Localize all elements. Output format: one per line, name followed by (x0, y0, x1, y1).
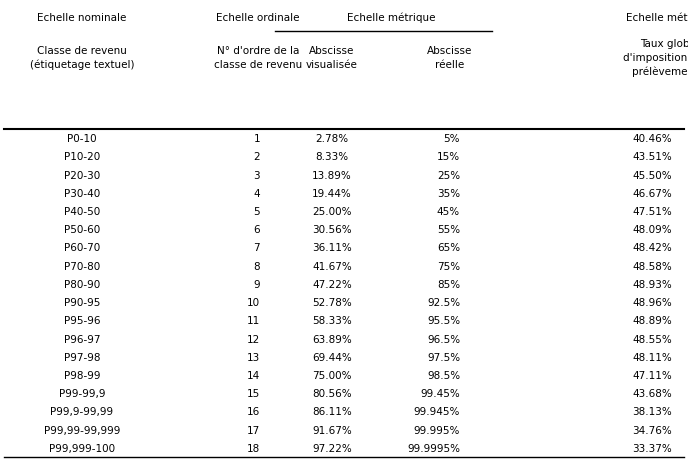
Text: 9: 9 (253, 279, 260, 289)
Text: 19.44%: 19.44% (312, 188, 352, 198)
Text: 65%: 65% (437, 243, 460, 253)
Text: 48.09%: 48.09% (632, 225, 672, 235)
Text: 48.58%: 48.58% (632, 261, 672, 271)
Text: 35%: 35% (437, 188, 460, 198)
Text: 38.13%: 38.13% (632, 407, 672, 417)
Text: 47.51%: 47.51% (632, 206, 672, 217)
Text: 99.945%: 99.945% (413, 407, 460, 417)
Text: 80.56%: 80.56% (312, 388, 352, 398)
Text: 86.11%: 86.11% (312, 407, 352, 417)
Text: 48.11%: 48.11% (632, 352, 672, 362)
Text: 10: 10 (247, 297, 260, 307)
Text: 96.5%: 96.5% (427, 334, 460, 344)
Text: 25%: 25% (437, 170, 460, 180)
Text: 75.00%: 75.00% (312, 370, 352, 380)
Text: 25.00%: 25.00% (312, 206, 352, 217)
Text: 97.5%: 97.5% (427, 352, 460, 362)
Text: 47.11%: 47.11% (632, 370, 672, 380)
Text: 11: 11 (247, 316, 260, 325)
Text: 52.78%: 52.78% (312, 297, 352, 307)
Text: 15: 15 (247, 388, 260, 398)
Text: 45.50%: 45.50% (632, 170, 672, 180)
Text: 43.51%: 43.51% (632, 152, 672, 162)
Text: P30-40: P30-40 (64, 188, 100, 198)
Text: 47.22%: 47.22% (312, 279, 352, 289)
Text: P96-97: P96-97 (64, 334, 100, 344)
Text: P10-20: P10-20 (64, 152, 100, 162)
Text: 7: 7 (253, 243, 260, 253)
Text: 5%: 5% (444, 134, 460, 144)
Text: 16: 16 (247, 407, 260, 417)
Text: 34.76%: 34.76% (632, 425, 672, 435)
Text: 41.67%: 41.67% (312, 261, 352, 271)
Text: 58.33%: 58.33% (312, 316, 352, 325)
Text: 36.11%: 36.11% (312, 243, 352, 253)
Text: 75%: 75% (437, 261, 460, 271)
Text: Echelle nominale: Echelle nominale (37, 13, 127, 23)
Text: 13.89%: 13.89% (312, 170, 352, 180)
Text: 3: 3 (253, 170, 260, 180)
Text: P40-50: P40-50 (64, 206, 100, 217)
Text: P0-10: P0-10 (67, 134, 97, 144)
Text: P97-98: P97-98 (64, 352, 100, 362)
Text: 48.96%: 48.96% (632, 297, 672, 307)
Text: 95.5%: 95.5% (427, 316, 460, 325)
Text: 33.37%: 33.37% (632, 443, 672, 453)
Text: P99,9-99,99: P99,9-99,99 (50, 407, 114, 417)
Text: P70-80: P70-80 (64, 261, 100, 271)
Text: Abscisse
visualisée: Abscisse visualisée (306, 46, 358, 69)
Text: 1: 1 (253, 134, 260, 144)
Text: Echelle métrique: Echelle métrique (347, 13, 436, 23)
Text: 12: 12 (247, 334, 260, 344)
Text: 69.44%: 69.44% (312, 352, 352, 362)
Text: 8.33%: 8.33% (315, 152, 349, 162)
Text: 48.93%: 48.93% (632, 279, 672, 289)
Text: 48.55%: 48.55% (632, 334, 672, 344)
Text: P50-60: P50-60 (64, 225, 100, 235)
Text: 98.5%: 98.5% (427, 370, 460, 380)
Text: 18: 18 (247, 443, 260, 453)
Text: 92.5%: 92.5% (427, 297, 460, 307)
Text: 8: 8 (253, 261, 260, 271)
Text: 46.67%: 46.67% (632, 188, 672, 198)
Text: P99-99,9: P99-99,9 (58, 388, 105, 398)
Text: P20-30: P20-30 (64, 170, 100, 180)
Text: 5: 5 (253, 206, 260, 217)
Text: 99.9995%: 99.9995% (407, 443, 460, 453)
Text: 2: 2 (253, 152, 260, 162)
Text: 43.68%: 43.68% (632, 388, 672, 398)
Text: 45%: 45% (437, 206, 460, 217)
Text: 40.46%: 40.46% (632, 134, 672, 144)
Text: 4: 4 (253, 188, 260, 198)
Text: 99.45%: 99.45% (420, 388, 460, 398)
Text: 85%: 85% (437, 279, 460, 289)
Text: P95-96: P95-96 (64, 316, 100, 325)
Text: 99.995%: 99.995% (413, 425, 460, 435)
Text: 63.89%: 63.89% (312, 334, 352, 344)
Text: Echelle métrique: Echelle métrique (626, 13, 688, 23)
Text: P99,99-99,999: P99,99-99,999 (44, 425, 120, 435)
Text: P60-70: P60-70 (64, 243, 100, 253)
Text: 48.42%: 48.42% (632, 243, 672, 253)
Text: 30.56%: 30.56% (312, 225, 352, 235)
Text: 2.78%: 2.78% (315, 134, 349, 144)
Text: 48.89%: 48.89% (632, 316, 672, 325)
Text: 6: 6 (253, 225, 260, 235)
Text: 17: 17 (247, 425, 260, 435)
Text: Abscisse
réelle: Abscisse réelle (427, 46, 473, 69)
Text: N° d'ordre de la
classe de revenu: N° d'ordre de la classe de revenu (214, 46, 302, 69)
Text: Taux global
d'imposition (tous
prélèvements): Taux global d'imposition (tous prélèveme… (623, 39, 688, 76)
Text: 97.22%: 97.22% (312, 443, 352, 453)
Text: 14: 14 (247, 370, 260, 380)
Text: 55%: 55% (437, 225, 460, 235)
Text: P99,999-100: P99,999-100 (49, 443, 115, 453)
Text: 15%: 15% (437, 152, 460, 162)
Text: 13: 13 (247, 352, 260, 362)
Text: 91.67%: 91.67% (312, 425, 352, 435)
Text: P90-95: P90-95 (64, 297, 100, 307)
Text: P98-99: P98-99 (64, 370, 100, 380)
Text: Classe de revenu
(étiquetage textuel): Classe de revenu (étiquetage textuel) (30, 46, 134, 70)
Text: P80-90: P80-90 (64, 279, 100, 289)
Text: Echelle ordinale: Echelle ordinale (216, 13, 300, 23)
